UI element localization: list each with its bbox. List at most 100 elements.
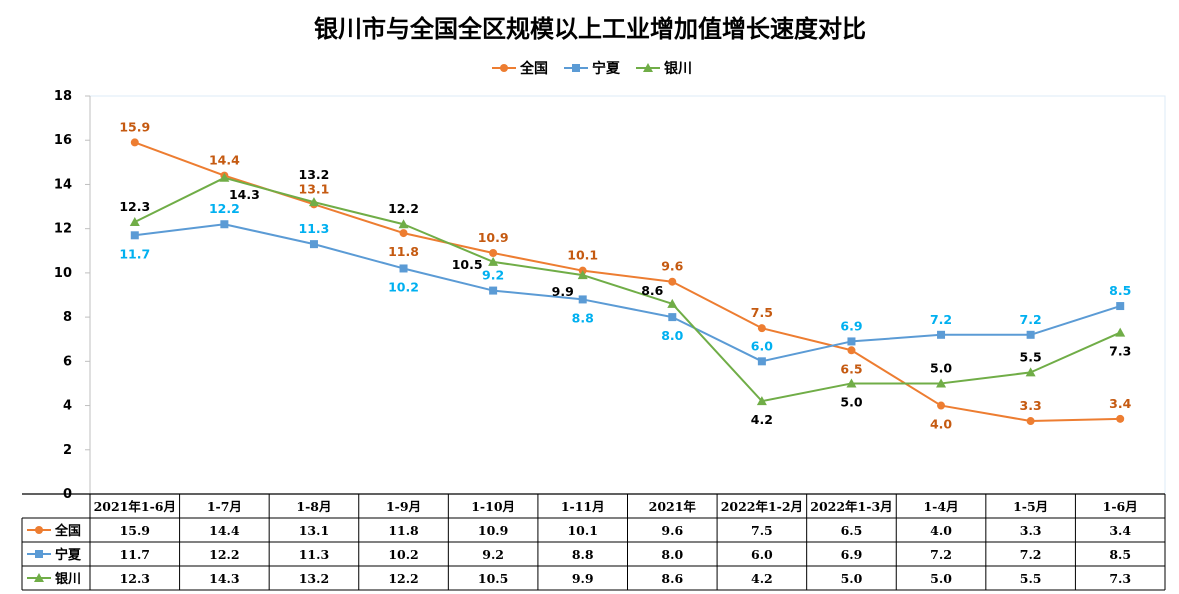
data-point — [936, 378, 947, 388]
data-label: 5.5 — [1020, 349, 1042, 364]
data-point — [130, 231, 139, 240]
x-category-label: 1-5月 — [1013, 499, 1048, 514]
table-cell: 8.5 — [1109, 547, 1131, 562]
table-cell: 13.2 — [299, 571, 329, 586]
table-cell: 7.2 — [930, 547, 952, 562]
series-layer — [129, 138, 1126, 426]
series-line — [134, 176, 1121, 403]
data-label: 4.0 — [930, 417, 952, 432]
y-tick-label: 2 — [63, 443, 72, 458]
table-cell: 5.0 — [841, 571, 863, 586]
data-point — [667, 298, 678, 308]
data-label: 6.9 — [840, 318, 862, 333]
data-label: 8.0 — [661, 328, 683, 343]
table-series-name: 全国 — [54, 523, 81, 539]
table-series-name: 宁夏 — [55, 547, 82, 563]
series-line — [134, 223, 1121, 363]
data-label: 12.3 — [119, 199, 150, 214]
plot-area — [89, 95, 1166, 495]
table-cell: 8.0 — [661, 547, 683, 562]
data-point — [308, 197, 319, 207]
table-cell: 11.8 — [388, 523, 419, 538]
data-label: 7.3 — [1109, 344, 1131, 359]
table-cell: 7.5 — [751, 523, 773, 538]
legend-entry: 全国 — [519, 60, 548, 77]
data-point — [1026, 417, 1035, 426]
chart-title: 银川市与全国全区规模以上工业增加值增长速度对比 — [314, 15, 866, 43]
data-table: 2021年1-6月 1-7月 1-8月 1-9月 1-10月 1-11月 2021年 2022… — [21, 493, 1166, 591]
table-cell: 10.5 — [478, 571, 508, 586]
data-label: 7.2 — [930, 312, 952, 327]
data-label: 11.7 — [119, 246, 150, 261]
data-label: 12.2 — [388, 201, 419, 216]
data-point — [577, 270, 588, 280]
table-cell: 5.0 — [930, 571, 952, 586]
legend-marker — [572, 64, 580, 72]
data-label: 9.9 — [552, 284, 574, 299]
table-legend-marker — [35, 526, 43, 534]
data-label: 9.2 — [482, 268, 504, 283]
data-point — [489, 286, 498, 295]
y-tick-label: 8 — [63, 310, 72, 325]
table-cell: 8.6 — [661, 571, 683, 586]
data-label: 11.8 — [388, 244, 419, 259]
table-cell: 10.2 — [388, 547, 418, 562]
data-label: 10.1 — [567, 248, 598, 263]
table-cell: 9.6 — [661, 523, 683, 538]
table-cell: 8.8 — [572, 547, 594, 562]
legend-marker — [500, 64, 508, 72]
data-point — [937, 330, 946, 339]
table-cell: 4.0 — [930, 523, 952, 538]
data-label: 10.9 — [478, 230, 509, 245]
y-tick-label: 18 — [54, 89, 72, 104]
table-cell: 5.5 — [1020, 571, 1042, 586]
data-label: 10.5 — [452, 257, 483, 272]
data-point — [309, 240, 318, 249]
data-point — [1116, 302, 1125, 311]
y-tick-label: 16 — [54, 133, 72, 148]
data-labels-layer: 15.9 14.4 13.1 11.8 10.9 10.1 9.6 7.5 6.5 4.0 3.3 3… — [119, 119, 1131, 431]
data-point — [757, 324, 766, 333]
data-point — [847, 337, 856, 346]
data-point — [1026, 330, 1035, 339]
series-line — [134, 141, 1121, 423]
data-point — [846, 378, 857, 388]
data-point — [1116, 414, 1125, 423]
table-cell: 4.2 — [751, 571, 773, 586]
legend-marker — [643, 63, 653, 72]
data-label: 13.1 — [299, 181, 330, 196]
table-cell: 14.4 — [209, 523, 240, 538]
data-label: 10.2 — [388, 279, 419, 294]
data-point — [399, 264, 408, 273]
table-cell: 13.1 — [299, 523, 329, 538]
legend-entry: 银川 — [664, 60, 692, 77]
table-cell: 3.3 — [1020, 523, 1042, 538]
table-cell: 6.9 — [841, 547, 863, 562]
table-cell: 12.2 — [209, 547, 239, 562]
data-point — [129, 217, 140, 227]
data-label: 6.0 — [751, 338, 773, 353]
x-category-label: 1-11月 — [561, 499, 605, 514]
data-label: 14.4 — [209, 153, 240, 168]
x-category-label: 2021年1-6月 — [94, 499, 176, 514]
table-cell: 10.1 — [567, 523, 597, 538]
x-category-label: 1-7月 — [207, 499, 242, 514]
table-cell: 3.4 — [1109, 523, 1131, 538]
x-category-label: 1-8月 — [296, 499, 331, 514]
table-cell: 7.2 — [1020, 547, 1042, 562]
data-label: 8.6 — [641, 283, 663, 298]
table-cell: 9.2 — [482, 547, 504, 562]
data-point — [130, 138, 139, 147]
data-point — [398, 219, 409, 229]
data-label: 6.5 — [840, 361, 862, 376]
data-point — [1115, 327, 1126, 337]
table-cell: 11.7 — [120, 547, 150, 562]
table-cell: 11.3 — [299, 547, 329, 562]
data-point — [756, 396, 767, 406]
data-point — [847, 346, 856, 355]
data-label: 9.6 — [661, 259, 683, 274]
table-cell: 12.2 — [388, 571, 418, 586]
data-label: 4.2 — [751, 412, 773, 427]
data-label: 7.2 — [1020, 312, 1042, 327]
x-category-label: 1-9月 — [386, 499, 421, 514]
